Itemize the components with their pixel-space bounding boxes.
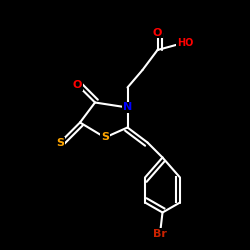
Text: HO: HO <box>177 38 193 48</box>
Text: N: N <box>123 102 132 113</box>
Text: O: O <box>153 28 162 38</box>
Text: Br: Br <box>153 229 167 239</box>
Text: S: S <box>56 138 64 147</box>
Text: S: S <box>101 132 109 142</box>
Text: O: O <box>73 80 82 90</box>
